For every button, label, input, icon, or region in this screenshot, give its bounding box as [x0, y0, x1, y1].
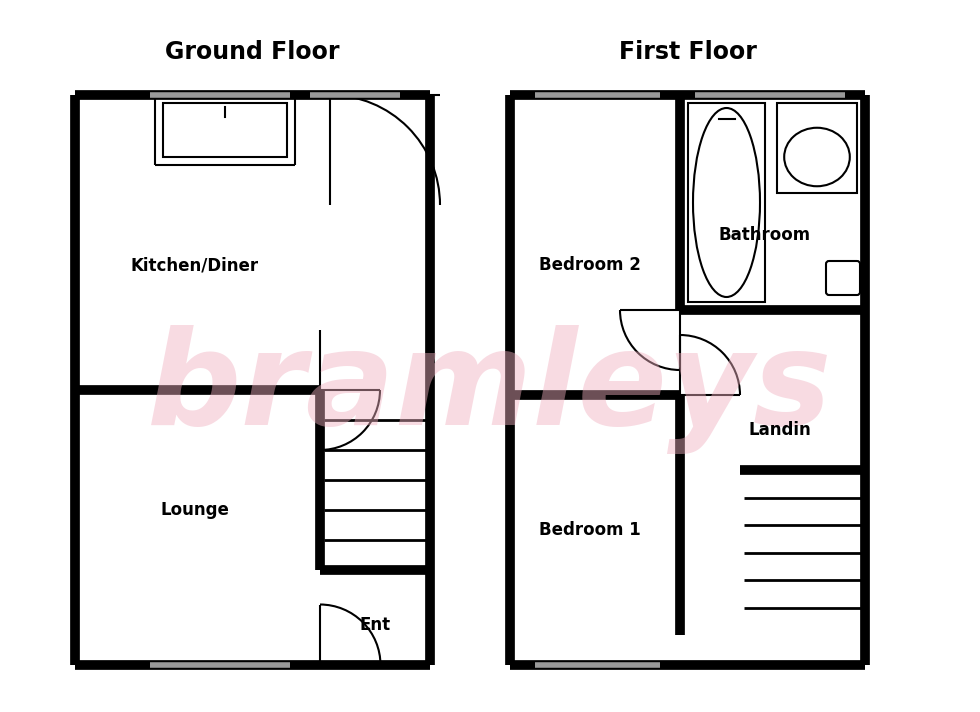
Text: Bathroom: Bathroom [719, 226, 811, 244]
Text: Lounge: Lounge [161, 501, 229, 519]
Text: Ent: Ent [360, 616, 391, 634]
Text: First Floor: First Floor [619, 40, 757, 64]
Bar [688, 103, 765, 302]
Text: Bedroom 1: Bedroom 1 [539, 521, 641, 539]
Text: bramleys: bramleys [147, 325, 833, 454]
Bar [777, 103, 857, 193]
Text: Landin: Landin [749, 421, 811, 439]
Text: Kitchen/Diner: Kitchen/Diner [131, 256, 259, 274]
Text: Bedroom 2: Bedroom 2 [539, 256, 641, 274]
Bar [163, 103, 287, 157]
Text: Ground Floor: Ground Floor [165, 40, 339, 64]
